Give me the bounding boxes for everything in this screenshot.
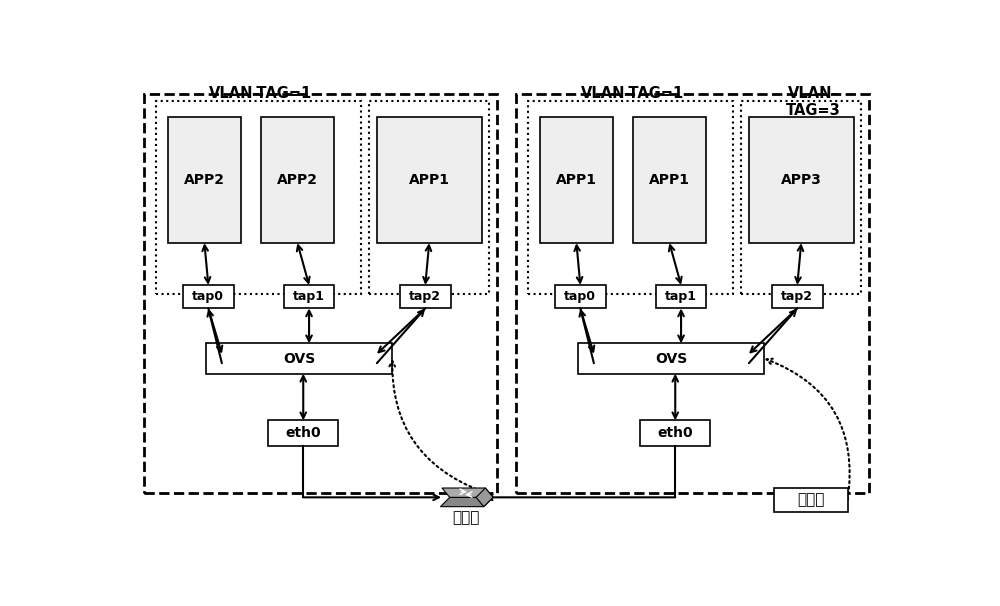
Polygon shape	[442, 488, 493, 498]
Text: eth0: eth0	[657, 426, 693, 440]
Text: eth0: eth0	[285, 426, 321, 440]
Bar	[741, 101, 861, 295]
Text: OVS: OVS	[283, 351, 316, 365]
Bar	[749, 117, 854, 243]
Bar	[144, 94, 497, 493]
Bar	[516, 94, 869, 493]
Text: tap0: tap0	[192, 290, 224, 303]
Bar	[261, 117, 334, 243]
Text: tap2: tap2	[781, 290, 813, 303]
Bar	[656, 285, 706, 308]
Text: tap2: tap2	[409, 290, 441, 303]
Text: VLAN-TAG=1: VLAN-TAG=1	[581, 86, 684, 101]
Text: tap1: tap1	[665, 290, 697, 303]
Bar	[183, 285, 234, 308]
Text: APP1: APP1	[409, 173, 450, 187]
Bar	[369, 101, 489, 295]
Bar	[772, 285, 822, 308]
Bar	[268, 421, 338, 446]
Text: APP1: APP1	[649, 173, 690, 187]
Polygon shape	[476, 488, 493, 507]
Text: tap1: tap1	[293, 290, 325, 303]
Bar	[284, 285, 334, 308]
Bar	[377, 117, 482, 243]
Bar	[578, 344, 764, 374]
Bar	[540, 117, 613, 243]
Text: 交换机: 交换机	[452, 510, 480, 525]
Bar	[633, 117, 706, 243]
Text: tap0: tap0	[564, 290, 596, 303]
Bar	[168, 117, 241, 243]
Bar	[206, 344, 392, 374]
Bar	[774, 488, 848, 512]
Bar	[400, 285, 450, 308]
Polygon shape	[440, 498, 493, 507]
Text: VLAN-TAG=1: VLAN-TAG=1	[209, 86, 312, 101]
Text: VLAN-
TAG=3: VLAN- TAG=3	[786, 86, 841, 118]
Bar	[640, 421, 710, 446]
Bar	[555, 285, 606, 308]
Text: APP3: APP3	[781, 173, 822, 187]
Text: OVS: OVS	[655, 351, 688, 365]
Text: APP2: APP2	[184, 173, 225, 187]
Bar	[156, 101, 361, 295]
Bar	[528, 101, 733, 295]
Text: APP2: APP2	[277, 173, 318, 187]
Text: APP1: APP1	[556, 173, 597, 187]
Text: 控制器: 控制器	[797, 492, 825, 507]
